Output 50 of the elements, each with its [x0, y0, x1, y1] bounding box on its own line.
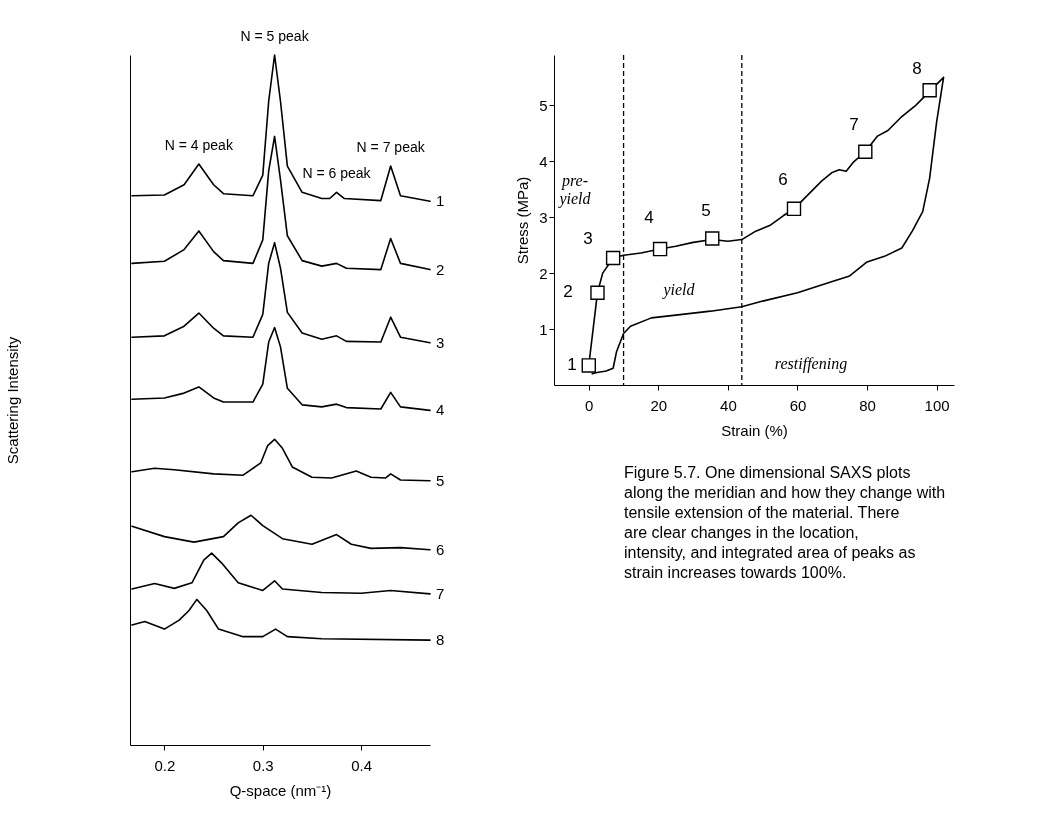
annotation: 1: [567, 355, 577, 374]
x-tick-label: 0: [585, 396, 594, 414]
annotation: N = 4 peak: [164, 137, 234, 154]
series-label: 3: [436, 333, 445, 351]
x-tick-label: 60: [789, 396, 807, 414]
annotation: N = 7 peak: [356, 139, 426, 156]
x-tick-label: 40: [720, 396, 737, 414]
point: [581, 358, 596, 373]
annotation: 7: [849, 115, 859, 134]
caption: Figure 5.7. One dimensional SAXS plots along the meridian and how they change with tensile extension of the material. There are clear changes in the location, intensity, and integrated area of peaks as strain increases towards 100%.: [624, 464, 946, 581]
annotation: N = 5 peak: [240, 28, 310, 44]
point: [590, 285, 605, 300]
series-label: 4: [436, 401, 445, 419]
annotation: 4: [644, 208, 654, 227]
annotation: 3: [583, 229, 593, 248]
annotation: pre- yield: [557, 172, 592, 208]
annotation: 8: [912, 59, 922, 78]
series-label: 6: [436, 540, 445, 558]
y-tick-label: 1: [539, 320, 548, 338]
series-label: 8: [436, 631, 445, 649]
series-label: 5: [436, 471, 445, 489]
series-label: 2: [436, 260, 445, 278]
x-tick-label: 0.3: [252, 756, 274, 774]
y-tick-label: 4: [539, 152, 548, 170]
y-axis-title: Scattering Intensity: [3, 336, 21, 465]
point: [858, 144, 873, 159]
x-tick-label: 0.4: [351, 756, 373, 774]
annotation: 6: [778, 170, 788, 189]
point: [922, 83, 937, 98]
x-tick-label: 0.2: [154, 756, 176, 774]
x-axis-title: Q-space (nm⁻¹): [229, 781, 332, 799]
point: [652, 241, 668, 257]
x-axis-title: Strain (%): [721, 421, 788, 439]
annotation: 2: [563, 282, 573, 301]
y-tick-label: 2: [539, 264, 548, 282]
annotation: yield: [661, 281, 696, 299]
series-label: 7: [436, 584, 445, 602]
x-tick-label: 20: [650, 396, 668, 414]
y-tick-label: 5: [539, 96, 548, 114]
y-axis-title: Stress (MPa): [514, 176, 532, 265]
annotation: N = 6 peak: [302, 165, 372, 182]
series-label: 1: [436, 192, 445, 210]
y-tick-label: 3: [539, 208, 548, 226]
annotation: restiffening: [774, 355, 848, 373]
x-tick-label: 100: [924, 396, 950, 414]
point: [786, 201, 802, 217]
annotation: 5: [701, 201, 711, 220]
x-tick-label: 80: [859, 396, 876, 414]
point: [605, 250, 621, 266]
point: [705, 231, 720, 246]
